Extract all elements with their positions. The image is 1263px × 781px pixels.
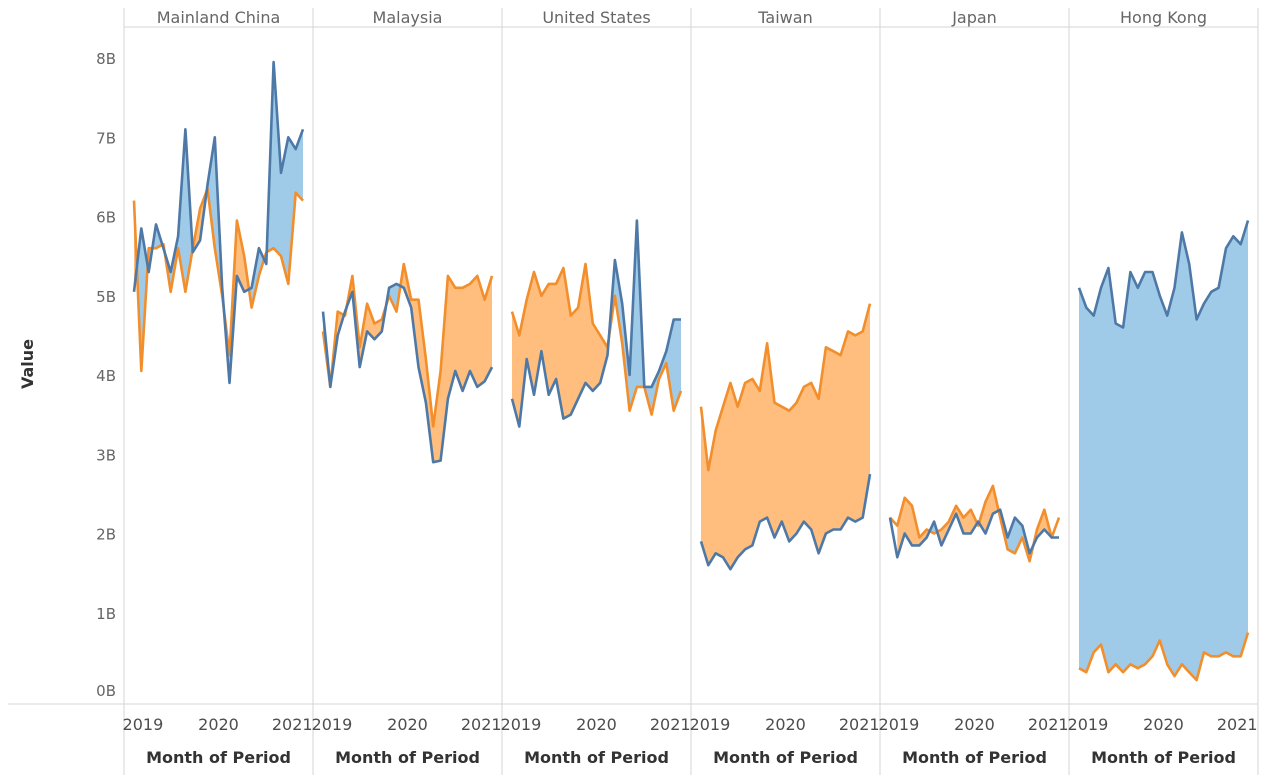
x-tick-label: 2020 xyxy=(198,715,239,734)
panels: Mainland China 2019 2020 2021 Month of Perio… xyxy=(123,8,1258,767)
band-blue-area xyxy=(164,129,193,292)
x-axis-title: Month of Period xyxy=(713,748,858,767)
x-tick-label: 2019 xyxy=(690,715,731,734)
x-tick-label: 2019 xyxy=(879,715,920,734)
panel-hong-kong: Hong Kong 2019 2020 2021 Month of Period xyxy=(1068,8,1258,767)
panel-title: Japan xyxy=(951,8,997,27)
band-blue-area xyxy=(206,137,224,309)
x-tick-label: 2020 xyxy=(576,715,617,734)
series-blue-line[interactable] xyxy=(888,508,1059,559)
band-orange-area xyxy=(701,303,870,570)
series-orange-line[interactable] xyxy=(1078,632,1250,682)
y-tick-label: 6B xyxy=(96,209,116,227)
y-tick-label: 1B xyxy=(96,605,116,623)
x-tick-label: 2020 xyxy=(1143,715,1184,734)
panel-malaysia: Malaysia 2019 2020 2021 Month of Period xyxy=(312,8,502,767)
series-orange-line[interactable] xyxy=(699,303,872,472)
x-tick-label: 2021 xyxy=(650,715,691,734)
band-blue-area xyxy=(152,224,163,249)
panel-title: Malaysia xyxy=(373,8,443,27)
y-tick-label: 5B xyxy=(96,288,116,306)
x-axis-title: Month of Period xyxy=(902,748,1047,767)
y-axis-title: Value xyxy=(18,339,37,389)
band-orange-area xyxy=(346,275,387,368)
y-axis: Value 0B 1B 2B 3B 4B 5B 6B 7B 8B xyxy=(18,50,116,700)
x-tick-label: 2020 xyxy=(765,715,806,734)
series-blue-line[interactable] xyxy=(321,282,494,464)
x-tick-label: 2021 xyxy=(1028,715,1069,734)
series-blue-line[interactable] xyxy=(699,473,872,571)
panel-taiwan: Taiwan 2019 2020 2021 Month of Period xyxy=(690,8,880,767)
band-orange-area xyxy=(937,505,978,546)
x-axis-title: Month of Period xyxy=(335,748,480,767)
band-blue-area xyxy=(1079,220,1248,681)
chart-frame xyxy=(8,8,1259,775)
band-orange-area xyxy=(400,264,492,463)
y-tick-label: 3B xyxy=(96,446,116,464)
y-tick-label: 4B xyxy=(96,367,116,385)
x-tick-label: 2019 xyxy=(123,715,164,734)
series-blue-line[interactable] xyxy=(510,219,681,428)
y-tick-label: 2B xyxy=(96,526,116,544)
band-blue-area xyxy=(248,248,265,308)
series-orange-line[interactable] xyxy=(321,262,494,428)
x-tick-label: 2020 xyxy=(954,715,995,734)
x-tick-label: 2019 xyxy=(312,715,353,734)
series-blue-line[interactable] xyxy=(132,60,305,385)
band-orange-area xyxy=(512,264,609,427)
x-axis-title: Month of Period xyxy=(146,748,291,767)
band-blue-area xyxy=(998,509,1034,562)
panel-united-states: United States 2019 2020 2021 Month of Period xyxy=(501,8,691,767)
x-tick-label: 2021 xyxy=(461,715,502,734)
x-axis-title: Month of Period xyxy=(524,748,669,767)
x-tick-label: 2019 xyxy=(1068,715,1109,734)
series-orange-line[interactable] xyxy=(889,484,1061,563)
series-orange-line[interactable] xyxy=(510,262,683,416)
y-tick-label: 8B xyxy=(96,50,116,68)
series-blue-line[interactable] xyxy=(1077,220,1250,329)
x-tick-label: 2021 xyxy=(272,715,313,734)
x-axis-title: Month of Period xyxy=(1091,748,1236,767)
panel-title: United States xyxy=(542,8,650,27)
panel-mainland-china: Mainland China 2019 2020 2021 Month of Perio… xyxy=(123,8,313,767)
x-tick-label: 2019 xyxy=(501,715,542,734)
band-blue-area xyxy=(266,62,303,284)
panel-title: Mainland China xyxy=(157,8,281,27)
x-tick-label: 2020 xyxy=(387,715,428,734)
band-blue-area xyxy=(608,220,681,415)
y-tick-label: 0B xyxy=(96,682,116,700)
band-blue-area xyxy=(929,521,938,534)
band-orange-area xyxy=(979,485,999,534)
panel-title: Hong Kong xyxy=(1120,8,1207,27)
x-tick-label: 2021 xyxy=(1217,715,1258,734)
y-tick-label: 7B xyxy=(96,129,116,147)
x-tick-label: 2021 xyxy=(839,715,880,734)
band-orange-area xyxy=(223,220,249,383)
band-blue-area xyxy=(136,228,148,371)
panel-japan: Japan 2019 2020 2021 Month of Period xyxy=(879,8,1069,767)
panel-title: Taiwan xyxy=(757,8,812,27)
